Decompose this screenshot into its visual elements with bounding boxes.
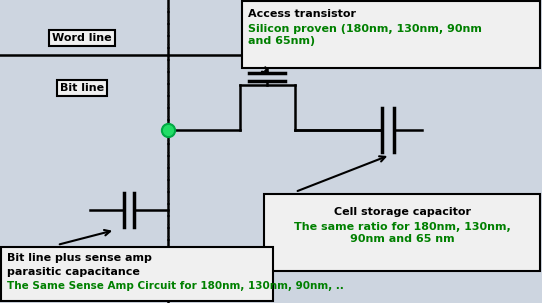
Text: Word line: Word line	[52, 33, 112, 43]
Text: Cell storage capacitor: Cell storage capacitor	[333, 207, 470, 217]
Text: Bit line: Bit line	[60, 83, 104, 93]
FancyBboxPatch shape	[264, 194, 540, 271]
Text: Silicon proven (180nm, 130nm, 90nm
and 65nm): Silicon proven (180nm, 130nm, 90nm and 6…	[248, 24, 482, 45]
Text: The same ratio for 180nm, 130nm,
90nm and 65 nm: The same ratio for 180nm, 130nm, 90nm an…	[294, 222, 511, 244]
Text: parasitic capacitance: parasitic capacitance	[7, 267, 140, 277]
Text: Bit line plus sense amp: Bit line plus sense amp	[7, 253, 152, 263]
FancyBboxPatch shape	[1, 247, 273, 301]
Text: The Same Sense Amp Circuit for 180nm, 130nm, 90nm, ..: The Same Sense Amp Circuit for 180nm, 13…	[7, 281, 344, 291]
FancyBboxPatch shape	[242, 1, 540, 68]
Text: Access transistor: Access transistor	[248, 9, 356, 19]
